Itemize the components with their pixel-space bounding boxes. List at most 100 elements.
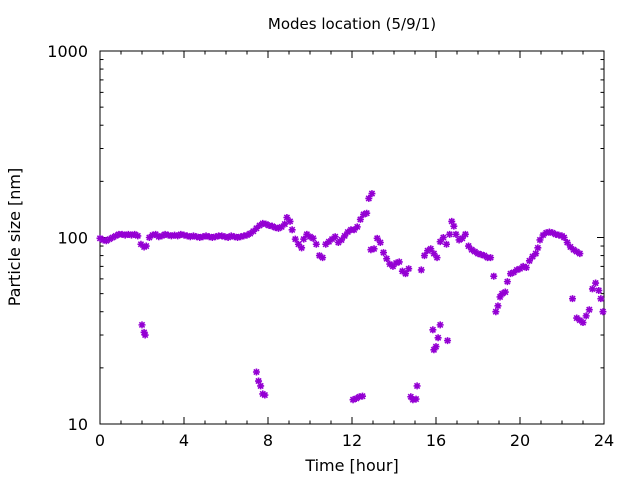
data-point bbox=[312, 240, 320, 248]
data-point bbox=[430, 250, 438, 258]
data-point bbox=[386, 260, 394, 268]
x-tick-label: 0 bbox=[95, 431, 105, 450]
data-point bbox=[402, 270, 410, 278]
data-point bbox=[158, 232, 166, 240]
data-point bbox=[281, 220, 289, 228]
data-point bbox=[487, 254, 495, 262]
data-point bbox=[569, 295, 576, 303]
data-point bbox=[249, 227, 257, 235]
data-point bbox=[501, 288, 509, 296]
x-tick-label: 24 bbox=[594, 431, 614, 450]
data-point bbox=[516, 265, 524, 273]
data-point bbox=[446, 230, 454, 238]
data-point bbox=[576, 250, 584, 258]
data-point bbox=[328, 235, 336, 243]
data-point bbox=[496, 293, 504, 301]
data-point bbox=[376, 239, 384, 247]
data-point bbox=[468, 246, 476, 254]
data-point bbox=[261, 391, 269, 399]
data-point bbox=[599, 308, 607, 316]
data-point bbox=[573, 314, 581, 322]
data-point bbox=[255, 377, 263, 385]
data-point bbox=[432, 343, 440, 351]
x-tick-labels: 0 4 8 12 16 20 24 bbox=[95, 431, 614, 450]
data-point bbox=[352, 395, 360, 403]
data-point bbox=[429, 326, 437, 334]
data-point bbox=[243, 231, 251, 239]
data-point bbox=[417, 266, 425, 274]
data-point bbox=[539, 231, 547, 239]
data-point bbox=[286, 217, 294, 225]
data-point bbox=[363, 209, 371, 217]
data-point bbox=[450, 222, 458, 230]
data-point bbox=[140, 328, 148, 336]
data-point bbox=[353, 223, 361, 231]
data-point bbox=[398, 267, 406, 275]
data-point bbox=[246, 230, 254, 238]
data-point bbox=[458, 234, 466, 242]
data-point bbox=[141, 331, 149, 339]
data-point bbox=[338, 236, 345, 244]
data-point bbox=[513, 266, 521, 274]
data-point bbox=[334, 239, 342, 247]
data-point bbox=[208, 234, 216, 241]
data-point bbox=[420, 252, 428, 260]
data-point bbox=[234, 234, 242, 241]
data-point bbox=[196, 234, 204, 241]
data-point bbox=[341, 232, 349, 240]
data-point bbox=[525, 257, 533, 265]
data-point bbox=[536, 236, 544, 244]
data-point bbox=[534, 244, 542, 252]
data-point bbox=[294, 240, 302, 248]
data-point bbox=[257, 382, 265, 390]
data-point bbox=[519, 262, 527, 270]
data-point bbox=[439, 234, 447, 241]
data-point bbox=[322, 240, 330, 248]
data-point bbox=[252, 224, 260, 232]
data-point bbox=[298, 244, 306, 252]
data-point bbox=[275, 224, 282, 232]
data-point bbox=[597, 295, 605, 303]
data-point bbox=[490, 272, 498, 280]
data-point bbox=[560, 234, 568, 241]
x-axis-label: Time [hour] bbox=[304, 456, 398, 475]
data-point bbox=[582, 312, 590, 320]
data-point bbox=[507, 270, 515, 278]
data-point bbox=[448, 217, 456, 225]
data-point bbox=[373, 234, 381, 242]
data-point bbox=[205, 233, 213, 241]
data-point bbox=[494, 302, 502, 310]
data-point bbox=[350, 226, 358, 234]
data-point bbox=[566, 243, 574, 251]
data-point bbox=[465, 242, 473, 250]
data-point bbox=[142, 242, 150, 250]
data-point bbox=[370, 245, 378, 253]
data-point bbox=[434, 334, 442, 342]
data-point bbox=[152, 230, 160, 238]
data-point bbox=[319, 254, 327, 262]
data-point bbox=[331, 233, 339, 241]
data-point bbox=[288, 226, 296, 234]
data-point bbox=[549, 229, 557, 237]
x-tick-label: 20 bbox=[510, 431, 530, 450]
data-point bbox=[315, 252, 323, 260]
data-point bbox=[529, 253, 537, 261]
data-point bbox=[174, 232, 182, 240]
data-point bbox=[268, 222, 276, 230]
data-point bbox=[99, 236, 107, 244]
data-point bbox=[498, 290, 506, 298]
data-point bbox=[368, 190, 376, 198]
data-point bbox=[109, 234, 117, 241]
y-axis-label: Particle size [nm] bbox=[5, 168, 24, 307]
data-point bbox=[349, 396, 357, 404]
data-points bbox=[96, 190, 607, 404]
data-point bbox=[140, 243, 148, 251]
data-point bbox=[455, 236, 463, 244]
data-point bbox=[412, 395, 420, 403]
data-point bbox=[262, 220, 270, 228]
x-tick-label: 16 bbox=[426, 431, 446, 450]
data-point bbox=[477, 251, 485, 259]
data-point bbox=[461, 230, 469, 238]
data-point bbox=[430, 346, 438, 354]
